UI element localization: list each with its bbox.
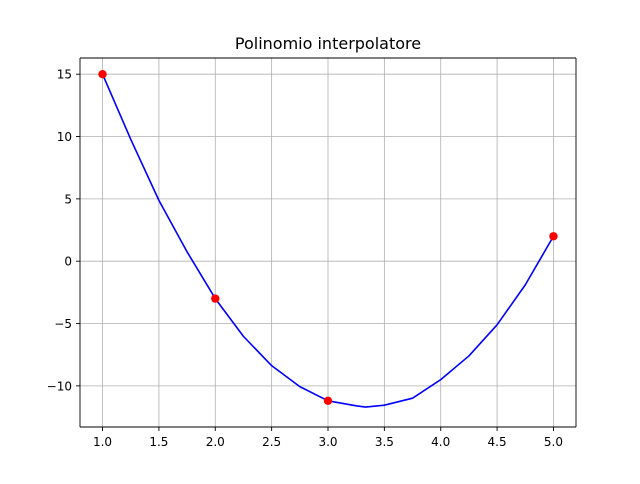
y-tick-label-0: 15 (57, 68, 72, 82)
data-point-2 (323, 396, 333, 406)
x-tick-label-1: 1.5 (149, 435, 168, 449)
grid (80, 58, 576, 427)
x-tick-label-8: 5.0 (544, 435, 563, 449)
chart-title: Polinomio interpolatore (235, 34, 421, 53)
x-tick-label-0: 1.0 (93, 435, 112, 449)
data-point-1 (211, 294, 220, 303)
x-tick-label-6: 4.0 (431, 435, 450, 449)
y-tick-label-3: 0 (64, 255, 72, 269)
data-point-3 (549, 232, 558, 241)
y-tick-label-5: −10 (47, 379, 72, 393)
x-tick-label-5: 3.5 (375, 435, 394, 449)
data-point-0 (98, 70, 107, 79)
x-tick-label-4: 3.0 (318, 435, 337, 449)
y-tick-label-4: −5 (54, 317, 72, 331)
x-tick-label-2: 2.0 (206, 435, 225, 449)
x-tick-label-7: 4.5 (488, 435, 507, 449)
ticks: 1.0 1.5 2.0 2.5 3.0 3.5 4.0 4.5 5.0 15 10 5 0 −5 −10 (47, 68, 563, 449)
series-layer (98, 70, 558, 408)
x-tick-label-3: 2.5 (262, 435, 281, 449)
y-tick-label-1: 10 (57, 130, 72, 144)
interpolating-polynomial-line (101, 73, 555, 408)
y-tick-label-2: 5 (64, 192, 72, 206)
